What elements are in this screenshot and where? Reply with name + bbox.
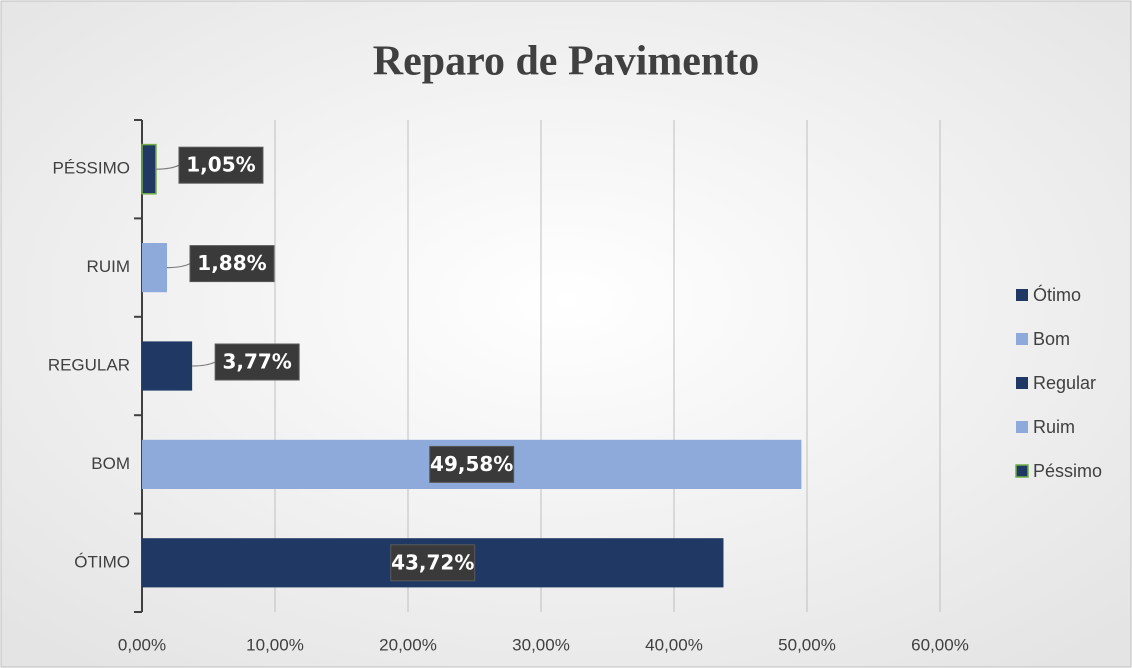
y-tick-label: BOM	[91, 454, 130, 473]
value-label: 49,58%	[430, 452, 513, 476]
value-label-box	[390, 544, 476, 582]
x-tick-label: 0,00%	[118, 635, 166, 654]
legend-swatch	[1015, 464, 1029, 478]
x-tick-label: 20,00%	[379, 635, 437, 654]
legend-label: Péssimo	[1033, 461, 1102, 481]
y-tick-label: REGULAR	[48, 355, 130, 374]
value-label: 1,05%	[186, 153, 255, 177]
value-label: 1,88%	[197, 251, 266, 275]
x-tick-label: 50,00%	[778, 635, 836, 654]
legend-label: Bom	[1033, 329, 1070, 349]
legend-swatch	[1016, 421, 1028, 433]
chart-title: Reparo de Pavimento	[373, 39, 760, 85]
legend-label: Regular	[1033, 373, 1096, 393]
value-label-box	[429, 445, 515, 483]
legend-label: Ótimo	[1033, 284, 1081, 305]
legend-swatch	[1016, 289, 1028, 301]
leader-line	[167, 263, 191, 269]
y-tick-label: ÓTIMO	[74, 552, 130, 571]
bar	[142, 243, 168, 293]
bar	[141, 143, 157, 195]
x-tick-label: 40,00%	[645, 635, 703, 654]
x-tick-label: 30,00%	[512, 635, 570, 654]
legend-label: Ruim	[1033, 417, 1075, 437]
value-label: 43,72%	[391, 550, 474, 574]
legend-swatch	[1016, 377, 1028, 389]
x-tick-label: 60,00%	[911, 635, 969, 654]
leader-line	[192, 361, 216, 367]
leader-line	[155, 164, 180, 170]
value-label-box	[214, 343, 300, 381]
value-label-box	[178, 146, 264, 184]
bar	[142, 341, 193, 391]
y-tick-label: RUIM	[87, 257, 130, 276]
value-label: 3,77%	[222, 350, 291, 374]
x-tick-label: 10,00%	[246, 635, 304, 654]
value-label-box	[189, 245, 275, 283]
y-tick-label: PÉSSIMO	[53, 159, 130, 178]
legend-swatch	[1016, 333, 1028, 345]
